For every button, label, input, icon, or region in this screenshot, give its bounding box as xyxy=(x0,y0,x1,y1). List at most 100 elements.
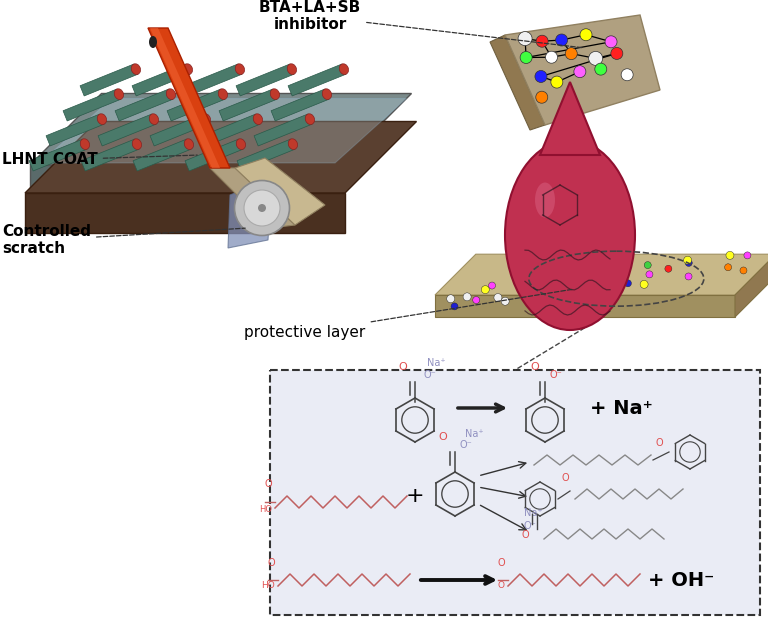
Text: O: O xyxy=(439,432,448,442)
Ellipse shape xyxy=(132,139,141,150)
Ellipse shape xyxy=(502,297,509,305)
Ellipse shape xyxy=(184,64,193,75)
Ellipse shape xyxy=(235,64,244,75)
Ellipse shape xyxy=(576,270,583,277)
Ellipse shape xyxy=(618,274,625,281)
Polygon shape xyxy=(505,15,660,125)
Text: Na⁺: Na⁺ xyxy=(465,429,484,439)
Ellipse shape xyxy=(494,293,502,302)
Text: O⁻: O⁻ xyxy=(460,440,473,450)
Ellipse shape xyxy=(218,88,227,100)
Ellipse shape xyxy=(724,264,732,271)
Polygon shape xyxy=(271,89,329,121)
Polygon shape xyxy=(288,64,346,96)
Ellipse shape xyxy=(580,29,592,40)
Ellipse shape xyxy=(640,280,648,288)
Polygon shape xyxy=(185,139,243,171)
Ellipse shape xyxy=(184,139,194,150)
Ellipse shape xyxy=(488,282,495,289)
Ellipse shape xyxy=(594,63,607,75)
Text: + Na⁺: + Na⁺ xyxy=(590,399,653,417)
Ellipse shape xyxy=(536,91,548,103)
Ellipse shape xyxy=(571,290,578,297)
Ellipse shape xyxy=(611,47,623,59)
Ellipse shape xyxy=(684,256,692,264)
Polygon shape xyxy=(254,114,312,146)
Ellipse shape xyxy=(536,288,544,297)
Ellipse shape xyxy=(447,295,455,303)
Ellipse shape xyxy=(288,139,297,150)
Ellipse shape xyxy=(323,88,332,100)
Ellipse shape xyxy=(305,114,315,125)
Polygon shape xyxy=(46,114,104,146)
Ellipse shape xyxy=(540,278,547,285)
Polygon shape xyxy=(132,64,190,96)
Text: +: + xyxy=(406,486,424,506)
Ellipse shape xyxy=(149,36,157,48)
Polygon shape xyxy=(435,254,768,295)
Polygon shape xyxy=(150,114,208,146)
Ellipse shape xyxy=(518,32,532,45)
Ellipse shape xyxy=(565,47,578,60)
Ellipse shape xyxy=(621,69,633,81)
Ellipse shape xyxy=(270,88,280,100)
Polygon shape xyxy=(115,89,173,121)
Ellipse shape xyxy=(591,268,599,275)
Ellipse shape xyxy=(588,51,603,65)
Polygon shape xyxy=(63,89,121,121)
Polygon shape xyxy=(30,165,340,193)
Ellipse shape xyxy=(535,183,555,217)
Polygon shape xyxy=(25,121,416,193)
Polygon shape xyxy=(98,114,156,146)
Text: O: O xyxy=(531,362,539,372)
Ellipse shape xyxy=(535,70,547,82)
Ellipse shape xyxy=(287,64,296,75)
Text: HO: HO xyxy=(261,581,275,590)
Ellipse shape xyxy=(685,273,692,280)
Ellipse shape xyxy=(604,275,611,282)
Ellipse shape xyxy=(234,181,290,235)
Ellipse shape xyxy=(535,287,541,293)
Polygon shape xyxy=(30,93,412,165)
Ellipse shape xyxy=(472,297,480,303)
Ellipse shape xyxy=(551,292,558,299)
Ellipse shape xyxy=(577,278,584,285)
FancyBboxPatch shape xyxy=(270,370,760,615)
Ellipse shape xyxy=(555,34,568,46)
Polygon shape xyxy=(29,139,87,171)
Ellipse shape xyxy=(253,114,263,125)
Ellipse shape xyxy=(591,275,598,282)
Ellipse shape xyxy=(258,204,266,212)
Polygon shape xyxy=(236,64,294,96)
Text: O⁻: O⁻ xyxy=(524,521,537,531)
Ellipse shape xyxy=(726,251,734,259)
Polygon shape xyxy=(237,139,295,171)
Text: O: O xyxy=(521,530,529,540)
Ellipse shape xyxy=(624,280,631,287)
Ellipse shape xyxy=(244,190,280,226)
Text: protective layer: protective layer xyxy=(244,289,574,340)
Text: Na⁺: Na⁺ xyxy=(427,358,445,368)
Ellipse shape xyxy=(237,139,246,150)
Ellipse shape xyxy=(114,88,124,100)
Ellipse shape xyxy=(593,284,600,291)
Ellipse shape xyxy=(149,114,158,125)
Polygon shape xyxy=(184,64,242,96)
Text: O: O xyxy=(656,438,664,448)
Ellipse shape xyxy=(551,76,563,88)
Text: HO: HO xyxy=(259,505,272,514)
Polygon shape xyxy=(219,89,277,121)
Ellipse shape xyxy=(644,262,651,269)
Ellipse shape xyxy=(482,285,489,293)
Ellipse shape xyxy=(744,252,751,259)
Polygon shape xyxy=(133,139,191,171)
Text: O: O xyxy=(399,362,407,372)
Text: LHNT COAT: LHNT COAT xyxy=(2,153,197,168)
Polygon shape xyxy=(735,254,768,317)
Polygon shape xyxy=(202,114,260,146)
Ellipse shape xyxy=(543,287,550,294)
Polygon shape xyxy=(540,82,600,155)
Text: O: O xyxy=(498,558,505,568)
Polygon shape xyxy=(81,139,139,171)
Ellipse shape xyxy=(451,303,458,310)
